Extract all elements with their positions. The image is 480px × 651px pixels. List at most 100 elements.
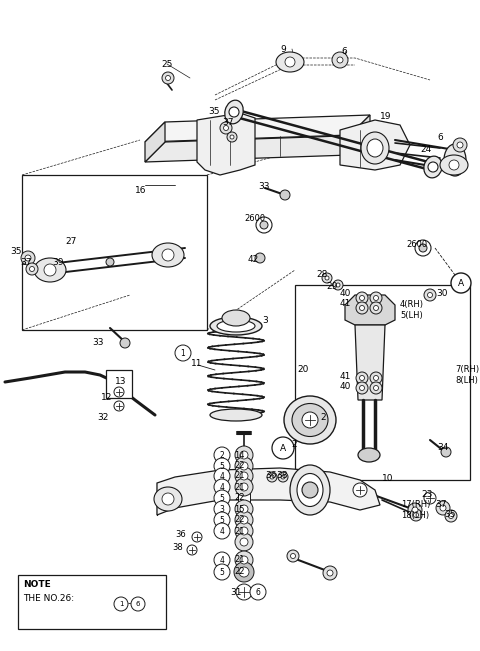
Text: 40: 40 — [340, 382, 351, 391]
Circle shape — [327, 570, 333, 576]
Polygon shape — [340, 120, 410, 170]
Circle shape — [373, 385, 379, 391]
Bar — [106, 370, 132, 398]
Circle shape — [235, 522, 253, 540]
Text: 1: 1 — [180, 349, 185, 358]
Ellipse shape — [276, 52, 304, 72]
Circle shape — [166, 76, 170, 81]
Text: 5: 5 — [219, 462, 225, 471]
Circle shape — [256, 217, 272, 233]
Text: 22: 22 — [234, 516, 244, 525]
Circle shape — [323, 566, 337, 580]
Polygon shape — [145, 122, 165, 162]
Circle shape — [440, 505, 446, 511]
Ellipse shape — [358, 448, 380, 462]
Circle shape — [278, 472, 288, 482]
Text: 31: 31 — [230, 588, 241, 597]
Text: 41: 41 — [340, 299, 351, 308]
Circle shape — [260, 221, 268, 229]
Text: 35: 35 — [10, 247, 22, 256]
Text: 28: 28 — [316, 270, 327, 279]
Circle shape — [25, 255, 31, 261]
Circle shape — [445, 510, 457, 522]
Circle shape — [240, 538, 248, 546]
Circle shape — [272, 437, 294, 459]
Text: 4: 4 — [219, 527, 225, 536]
Circle shape — [229, 107, 239, 117]
Text: 25: 25 — [161, 60, 172, 69]
Circle shape — [234, 562, 254, 582]
Text: 27: 27 — [65, 237, 76, 246]
Circle shape — [162, 249, 174, 261]
Polygon shape — [197, 113, 255, 175]
Circle shape — [285, 57, 295, 67]
Circle shape — [449, 160, 459, 170]
Text: 33: 33 — [258, 182, 269, 191]
Text: 24: 24 — [420, 145, 431, 154]
Circle shape — [214, 468, 230, 484]
Text: THE NO.26:: THE NO.26: — [23, 594, 74, 603]
Text: 37: 37 — [20, 258, 32, 267]
Circle shape — [356, 372, 368, 384]
Ellipse shape — [284, 396, 336, 444]
Circle shape — [325, 276, 329, 280]
Circle shape — [337, 57, 343, 63]
Polygon shape — [157, 468, 380, 515]
Circle shape — [270, 475, 274, 479]
Text: 2600: 2600 — [406, 240, 427, 249]
Text: 35: 35 — [208, 107, 219, 116]
Circle shape — [281, 475, 285, 479]
Polygon shape — [345, 295, 395, 325]
Circle shape — [360, 296, 364, 301]
Circle shape — [424, 289, 436, 301]
Text: 5: 5 — [219, 516, 225, 525]
Circle shape — [322, 273, 332, 283]
Bar — [238, 491, 250, 505]
Text: 18(LH): 18(LH) — [401, 511, 429, 520]
Text: 11: 11 — [191, 359, 203, 368]
Text: 3: 3 — [219, 505, 225, 514]
Circle shape — [21, 251, 35, 265]
Circle shape — [419, 244, 427, 252]
Circle shape — [353, 483, 367, 497]
Ellipse shape — [367, 139, 383, 157]
Circle shape — [214, 458, 230, 474]
Text: 41: 41 — [340, 372, 351, 381]
Circle shape — [240, 527, 248, 535]
Circle shape — [114, 597, 128, 611]
Circle shape — [131, 597, 145, 611]
Circle shape — [235, 551, 253, 569]
Ellipse shape — [290, 465, 330, 515]
Circle shape — [412, 507, 418, 513]
Circle shape — [214, 512, 230, 528]
Text: 40: 40 — [340, 289, 351, 298]
Circle shape — [235, 467, 253, 485]
Polygon shape — [350, 115, 370, 155]
Text: 17(RH): 17(RH) — [401, 500, 431, 509]
Circle shape — [428, 292, 432, 298]
Text: 8(LH): 8(LH) — [455, 376, 478, 385]
Text: 22: 22 — [234, 462, 244, 471]
Bar — [22, 175, 207, 330]
Circle shape — [214, 523, 230, 539]
Text: 37: 37 — [222, 118, 233, 127]
Ellipse shape — [424, 156, 442, 178]
Circle shape — [240, 462, 248, 470]
Circle shape — [214, 490, 230, 506]
Circle shape — [26, 263, 38, 275]
Circle shape — [333, 280, 343, 290]
Text: 37: 37 — [435, 500, 446, 509]
Circle shape — [302, 412, 318, 428]
Circle shape — [280, 190, 290, 200]
Ellipse shape — [225, 100, 243, 124]
Circle shape — [240, 472, 248, 480]
Text: 10: 10 — [382, 474, 394, 483]
Circle shape — [214, 479, 230, 495]
Circle shape — [162, 72, 174, 84]
Text: 38: 38 — [276, 471, 288, 480]
Circle shape — [448, 514, 454, 518]
Circle shape — [227, 132, 237, 142]
Text: NOTE: NOTE — [23, 580, 51, 589]
Ellipse shape — [361, 132, 389, 164]
Text: 6: 6 — [255, 588, 261, 597]
